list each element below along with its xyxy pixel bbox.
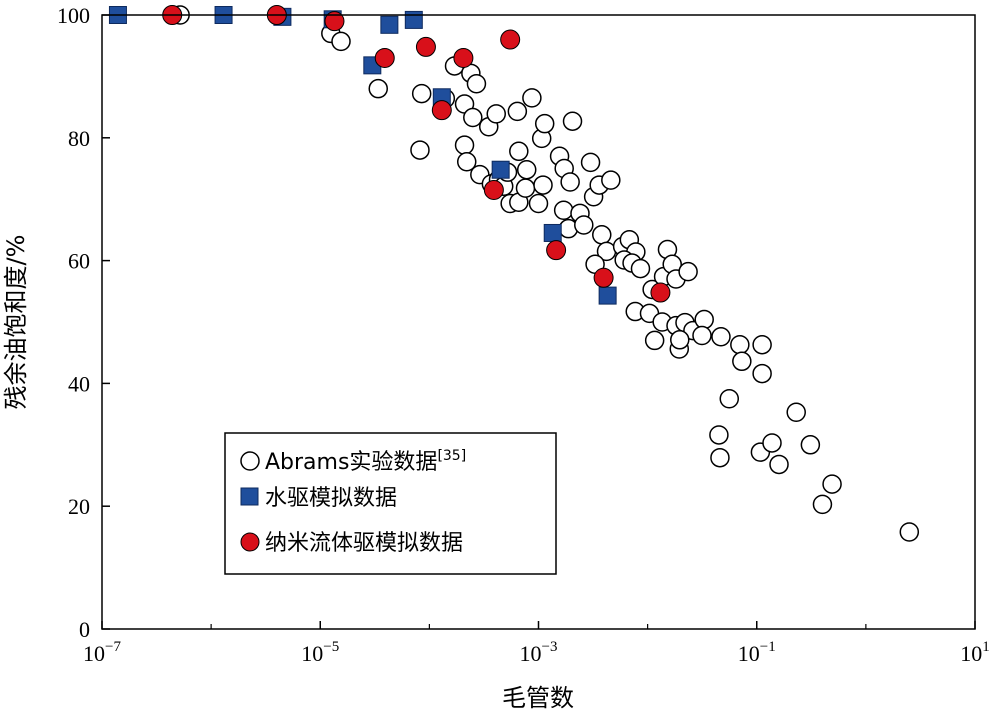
y-tick-label-3: 60 <box>68 249 90 274</box>
abrams-point <box>463 107 483 128</box>
water-flood-point <box>404 10 423 29</box>
y-tick-label-4: 80 <box>68 126 90 151</box>
abrams-point <box>730 334 750 355</box>
abrams-point <box>630 258 651 279</box>
abrams-point <box>710 447 730 468</box>
abrams-point <box>800 435 821 455</box>
legend-marker-abrams-icon <box>240 451 260 471</box>
legend-box <box>224 432 557 575</box>
abrams-point <box>515 178 536 198</box>
abrams-point <box>486 104 506 124</box>
legend-label-abrams: Abrams实验数据[35] <box>265 448 466 475</box>
y-axis-title: 残余油饱和度/% <box>2 235 30 410</box>
abrams-point <box>553 200 574 221</box>
legend-label-abrams-ref: [35] <box>437 448 466 464</box>
abrams-point <box>574 215 594 235</box>
y-tick-label-2: 40 <box>68 371 90 396</box>
abrams-point <box>692 325 712 346</box>
abrams-point <box>507 101 528 122</box>
abrams-point <box>709 425 729 445</box>
nanofluid-flood-point <box>324 11 345 32</box>
abrams-point <box>812 494 833 515</box>
abrams-point <box>516 159 537 180</box>
x-tick-label-1: 10−5 <box>301 639 339 666</box>
nanofluid-flood-point <box>453 47 474 68</box>
abrams-point <box>670 330 690 350</box>
abrams-point <box>644 330 665 351</box>
abrams-point <box>711 326 731 347</box>
water-flood-point <box>491 160 510 179</box>
nanofluid-flood-point <box>374 47 395 68</box>
x-tick-label-0: 10−7 <box>83 639 121 666</box>
abrams-point <box>522 88 542 108</box>
water-flood-point <box>598 286 617 305</box>
abrams-point <box>368 78 388 99</box>
data-marks <box>108 5 920 542</box>
nanofluid-flood-point <box>483 179 504 200</box>
nanofluid-flood-point <box>546 240 567 261</box>
abrams-point <box>411 83 432 104</box>
legend-marker-water-icon <box>240 487 259 506</box>
abrams-point <box>410 140 430 160</box>
water-flood-point <box>543 223 562 242</box>
abrams-point <box>752 334 772 355</box>
legend-label-nano: 纳米流体驱模拟数据 <box>265 531 463 556</box>
abrams-point <box>592 225 612 245</box>
legend-label-water: 水驱模拟数据 <box>265 486 397 511</box>
x-tick-label-4: 101 <box>960 639 990 666</box>
nanofluid-flood-point <box>500 29 521 50</box>
abrams-point <box>466 74 487 94</box>
y-tick-label-0: 0 <box>79 617 90 642</box>
abrams-point <box>528 193 549 214</box>
abrams-point <box>562 111 583 131</box>
nanofluid-flood-point <box>593 267 614 288</box>
y-tick-label-1: 20 <box>68 494 90 519</box>
legend-marker-nano-icon <box>240 532 260 552</box>
abrams-point <box>786 402 806 423</box>
x-axis-title: 毛管数 <box>502 684 574 712</box>
nanofluid-flood-point <box>431 100 452 121</box>
y-tick-label-5: 100 <box>57 3 90 28</box>
abrams-point <box>822 474 842 494</box>
abrams-point <box>752 363 772 384</box>
axes: 10−7 10−5 10−3 10−1 101 0 20 40 60 80 100 <box>57 3 990 666</box>
abrams-point <box>560 172 580 192</box>
abrams-point <box>534 113 555 134</box>
abrams-point <box>678 261 698 282</box>
abrams-point <box>899 522 920 542</box>
abrams-point <box>454 135 475 155</box>
abrams-point <box>580 152 601 173</box>
water-flood-point <box>380 15 399 34</box>
x-tick-label-3: 10−1 <box>738 639 776 666</box>
nanofluid-flood-point <box>650 282 671 303</box>
legend: Abrams实验数据[35] 水驱模拟数据 纳米流体驱模拟数据 <box>224 432 557 575</box>
abrams-point <box>769 454 789 475</box>
abrams-point <box>456 151 477 172</box>
abrams-point <box>331 31 351 52</box>
abrams-point <box>509 141 529 162</box>
legend-label-abrams-text: Abrams实验数据 <box>265 450 437 475</box>
abrams-point <box>694 309 714 330</box>
abrams-point <box>732 351 752 372</box>
x-tick-label-2: 10−3 <box>520 639 558 666</box>
abrams-point <box>601 170 621 190</box>
abrams-point <box>719 389 740 409</box>
abrams-point <box>533 175 553 195</box>
nanofluid-flood-point <box>415 36 436 57</box>
abrams-point <box>762 433 782 453</box>
